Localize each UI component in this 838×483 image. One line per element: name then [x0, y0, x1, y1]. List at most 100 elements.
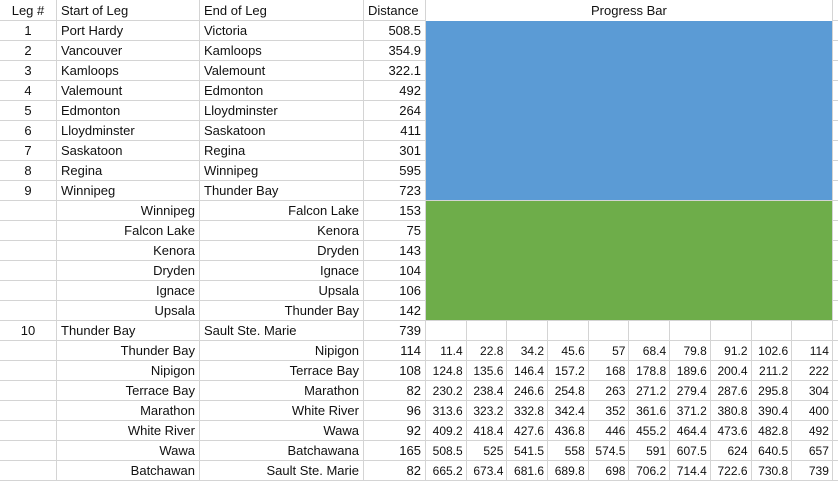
progress-cell[interactable]: 681.6	[507, 461, 549, 481]
progress-cell[interactable]: 287.6	[710, 381, 752, 401]
cell-distance[interactable]: 82	[364, 461, 426, 481]
cell-start[interactable]: Vancouver	[57, 41, 200, 61]
cell-leg[interactable]	[0, 301, 57, 321]
cell-distance[interactable]: 75	[364, 221, 426, 241]
cell-distance[interactable]: 595	[364, 161, 426, 181]
progress-cell[interactable]: 607.5	[670, 441, 711, 461]
progress-cell[interactable]	[426, 321, 467, 341]
progress-cell[interactable]: 706.2	[629, 461, 671, 481]
header-leg[interactable]: Leg #	[0, 0, 57, 21]
progress-cell[interactable]: 722.6	[710, 461, 752, 481]
progress-cell[interactable]: 102.6	[751, 341, 793, 361]
cell-distance[interactable]: 739	[364, 321, 426, 341]
sliver-cell[interactable]	[832, 161, 838, 181]
cell-leg[interactable]: 1	[0, 21, 57, 41]
cell-start[interactable]: Kenora	[57, 241, 200, 261]
progress-cell[interactable]: 714.4	[670, 461, 711, 481]
header-start-of-leg[interactable]: Start of Leg	[57, 0, 200, 21]
progress-cell[interactable]: 574.5	[588, 441, 630, 461]
progress-cell[interactable]: 525	[466, 441, 508, 461]
progress-cell[interactable]: 254.8	[548, 381, 589, 401]
cell-start[interactable]: Winnipeg	[57, 201, 200, 221]
progress-cell[interactable]: 68.4	[629, 341, 671, 361]
cell-end[interactable]: Wawa	[200, 421, 364, 441]
cell-start[interactable]: Lloydminster	[57, 121, 200, 141]
progress-cell[interactable]: 57	[588, 341, 630, 361]
progress-cell[interactable]: 689.8	[548, 461, 589, 481]
cell-start[interactable]: Nipigon	[57, 361, 200, 381]
cell-leg[interactable]: 5	[0, 101, 57, 121]
cell-leg[interactable]	[0, 441, 57, 461]
progress-cell[interactable]: 482.8	[751, 421, 793, 441]
sliver-cell[interactable]	[832, 101, 838, 121]
progress-cell[interactable]: 508.5	[426, 441, 467, 461]
progress-cell[interactable]: 45.6	[548, 341, 589, 361]
progress-cell[interactable]: 22.8	[466, 341, 508, 361]
progress-cell[interactable]: 730.8	[751, 461, 793, 481]
cell-leg[interactable]	[0, 241, 57, 261]
progress-cell[interactable]: 400	[792, 401, 833, 421]
progress-cell[interactable]	[670, 321, 711, 341]
progress-cell[interactable]: 665.2	[426, 461, 467, 481]
cell-end[interactable]: Thunder Bay	[200, 301, 364, 321]
sliver-cell[interactable]	[832, 261, 838, 281]
progress-cell[interactable]: 114	[792, 341, 833, 361]
cell-end[interactable]: Falcon Lake	[200, 201, 364, 221]
cell-leg[interactable]: 10	[0, 321, 57, 341]
cell-start[interactable]: Thunder Bay	[57, 341, 200, 361]
sliver-cell[interactable]	[832, 321, 838, 341]
cell-end[interactable]: Lloydminster	[200, 101, 364, 121]
cell-leg[interactable]: 6	[0, 121, 57, 141]
cell-leg[interactable]: 2	[0, 41, 57, 61]
sliver-cell[interactable]	[832, 361, 838, 381]
cell-leg[interactable]	[0, 261, 57, 281]
sliver-cell[interactable]	[832, 81, 838, 101]
progress-cell[interactable]: 146.4	[507, 361, 549, 381]
progress-cell[interactable]: 323.2	[466, 401, 508, 421]
cell-start[interactable]: Saskatoon	[57, 141, 200, 161]
progress-cell[interactable]: 455.2	[629, 421, 671, 441]
sliver-cell[interactable]	[832, 241, 838, 261]
progress-cell[interactable]: 222	[792, 361, 833, 381]
cell-distance[interactable]: 301	[364, 141, 426, 161]
cell-end[interactable]: Edmonton	[200, 81, 364, 101]
progress-cell[interactable]	[588, 321, 630, 341]
progress-cell[interactable]: 91.2	[710, 341, 752, 361]
cell-start[interactable]: Wawa	[57, 441, 200, 461]
progress-cell[interactable]: 178.8	[629, 361, 671, 381]
cell-end[interactable]: Sault Ste. Marie	[200, 461, 364, 481]
progress-cell[interactable]: 558	[548, 441, 589, 461]
cell-distance[interactable]: 354.9	[364, 41, 426, 61]
cell-start[interactable]: Winnipeg	[57, 181, 200, 201]
cell-start[interactable]: Marathon	[57, 401, 200, 421]
cell-start[interactable]: Terrace Bay	[57, 381, 200, 401]
cell-end[interactable]: Victoria	[200, 21, 364, 41]
cell-end[interactable]: Marathon	[200, 381, 364, 401]
progress-cell[interactable]: 418.4	[466, 421, 508, 441]
cell-leg[interactable]	[0, 361, 57, 381]
cell-distance[interactable]: 96	[364, 401, 426, 421]
progress-cell[interactable]: 189.6	[670, 361, 711, 381]
progress-cell[interactable]: 492	[792, 421, 833, 441]
cell-end[interactable]: Batchawana	[200, 441, 364, 461]
cell-start[interactable]: Dryden	[57, 261, 200, 281]
sliver-cell[interactable]	[832, 301, 838, 321]
progress-cell[interactable]: 304	[792, 381, 833, 401]
cell-distance[interactable]: 108	[364, 361, 426, 381]
sliver-cell[interactable]	[832, 421, 838, 441]
progress-cell[interactable]: 168	[588, 361, 630, 381]
progress-cell[interactable]	[507, 321, 549, 341]
cell-end[interactable]: Upsala	[200, 281, 364, 301]
cell-distance[interactable]: 106	[364, 281, 426, 301]
sliver-cell[interactable]	[832, 381, 838, 401]
cell-end[interactable]: Winnipeg	[200, 161, 364, 181]
progress-cell[interactable]: 436.8	[548, 421, 589, 441]
sliver-cell[interactable]	[832, 0, 838, 21]
progress-cell[interactable]	[629, 321, 671, 341]
cell-leg[interactable]	[0, 221, 57, 241]
progress-cell[interactable]: 624	[710, 441, 752, 461]
progress-cell[interactable]: 409.2	[426, 421, 467, 441]
progress-bar-green-fill[interactable]	[426, 201, 833, 321]
sliver-cell[interactable]	[832, 401, 838, 421]
cell-distance[interactable]: 114	[364, 341, 426, 361]
